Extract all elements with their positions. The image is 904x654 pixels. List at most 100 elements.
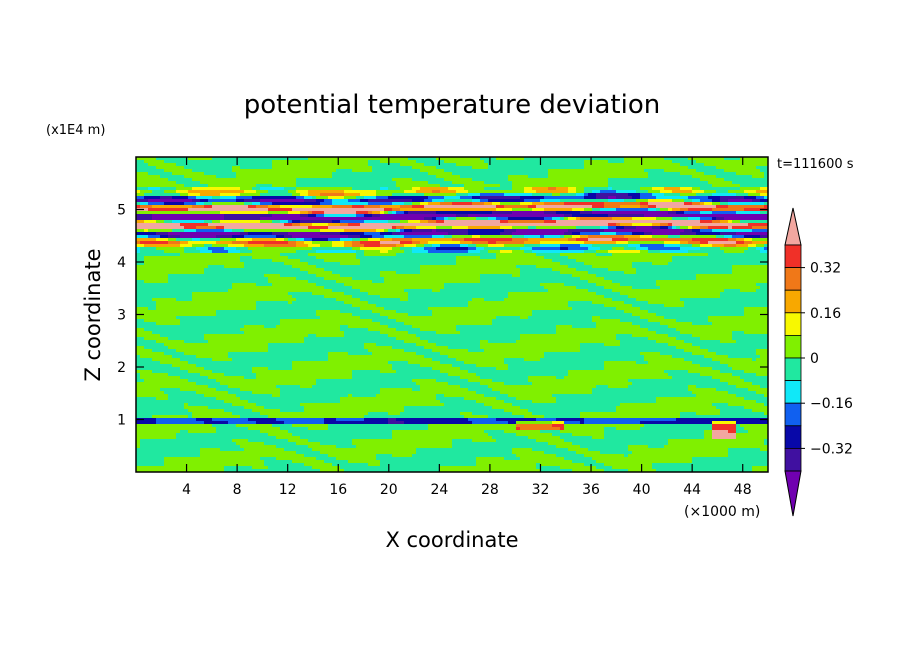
contour-cell [300, 259, 325, 263]
contour-cell [136, 442, 141, 446]
contour-cell [428, 424, 517, 428]
contour-cell [664, 169, 697, 173]
contour-cell [332, 289, 361, 293]
contour-cell [204, 220, 213, 224]
contour-cell [180, 244, 193, 248]
contour-cell [136, 196, 145, 200]
contour-cell [648, 175, 693, 179]
contour-cell [256, 184, 273, 188]
x-tick-label: 40 [633, 482, 651, 498]
contour-cell [164, 463, 265, 467]
contour-cell [380, 391, 477, 395]
contour-cell [268, 343, 365, 347]
contour-cell [300, 220, 333, 224]
contour-cell [468, 193, 481, 197]
contour-cell [280, 427, 309, 431]
contour-cell [260, 457, 277, 461]
x-axis: 4 8 12 16 20 24 28 32 36 40 44 48 [182, 157, 752, 498]
contour-cell [384, 229, 389, 233]
contour-cell [420, 241, 429, 245]
contour-cell [144, 220, 157, 224]
contour-cell [368, 412, 389, 416]
contour-cell [324, 460, 349, 464]
contour-cell [276, 235, 285, 239]
contour-cell [332, 241, 345, 245]
contour-cell [740, 289, 757, 293]
contour-cell [252, 391, 281, 395]
time-label: t=111600 s [777, 157, 854, 172]
contour-cell [620, 223, 633, 227]
contour-cell [188, 409, 225, 413]
contour-cell [360, 316, 389, 320]
contour-cell [440, 466, 537, 470]
contour-cell [308, 190, 345, 194]
contour-cell [364, 232, 381, 236]
contour-cell [740, 220, 768, 224]
contour-cell [136, 178, 169, 182]
contour-cell [604, 427, 617, 431]
contour-cell [680, 226, 689, 230]
contour-cell [136, 454, 201, 458]
contour-cell [560, 466, 597, 470]
contour-cell [744, 307, 768, 311]
contour-cell [652, 232, 681, 236]
contour-cell [164, 202, 185, 206]
contour-cell [376, 454, 393, 458]
contour-cell [240, 232, 249, 236]
contour-cell [152, 349, 177, 353]
contour-cell [588, 238, 613, 242]
contour-cell [632, 304, 665, 308]
contour-cell [520, 202, 533, 206]
contour-cell [188, 379, 217, 383]
contour-cell [760, 199, 768, 203]
contour-cell [428, 220, 437, 224]
contour-cell [492, 379, 529, 383]
contour-cell [536, 253, 561, 257]
contour-cell [728, 382, 753, 386]
contour-cell [260, 199, 305, 203]
contour-cell [312, 205, 333, 209]
contour-cell [500, 226, 513, 230]
contour-cell [536, 466, 561, 470]
contour-cell [524, 250, 533, 254]
contour-cell [388, 187, 401, 191]
contour-cell [696, 274, 768, 278]
contour-cell [680, 187, 693, 191]
contour-cell [324, 268, 421, 272]
contour-cell [696, 169, 725, 173]
contour-cell [520, 274, 573, 278]
contour-cell [344, 292, 369, 296]
contour-cell [316, 196, 329, 200]
contour-cell [552, 424, 565, 428]
contour-cell [700, 364, 729, 368]
contour-cell [340, 397, 437, 401]
contour-cell [392, 202, 405, 206]
contour-cell [592, 208, 601, 212]
colorbar-tick-label: 0 [810, 351, 819, 367]
contour-cell [184, 226, 197, 230]
contour-cell [148, 307, 157, 311]
contour-cell [292, 433, 393, 437]
contour-cell [160, 187, 177, 191]
contour-cell [644, 169, 665, 173]
contour-cell [584, 190, 593, 194]
contour-cell [728, 202, 765, 206]
contour-cell [624, 235, 641, 239]
contour-cell [136, 382, 197, 386]
contour-cell [136, 427, 217, 431]
contour-cell [712, 220, 721, 224]
contour-cell [440, 352, 545, 356]
contour-cell [292, 295, 325, 299]
contour-cell [736, 385, 761, 389]
contour-cell [552, 421, 565, 425]
contour-cell [676, 319, 709, 323]
contour-cell [144, 160, 165, 164]
contour-cell [420, 202, 429, 206]
contour-cell [756, 349, 768, 353]
contour-cell [212, 250, 229, 254]
contour-cell [712, 193, 737, 197]
contour-cell [176, 181, 201, 185]
contour-cell [524, 415, 545, 419]
